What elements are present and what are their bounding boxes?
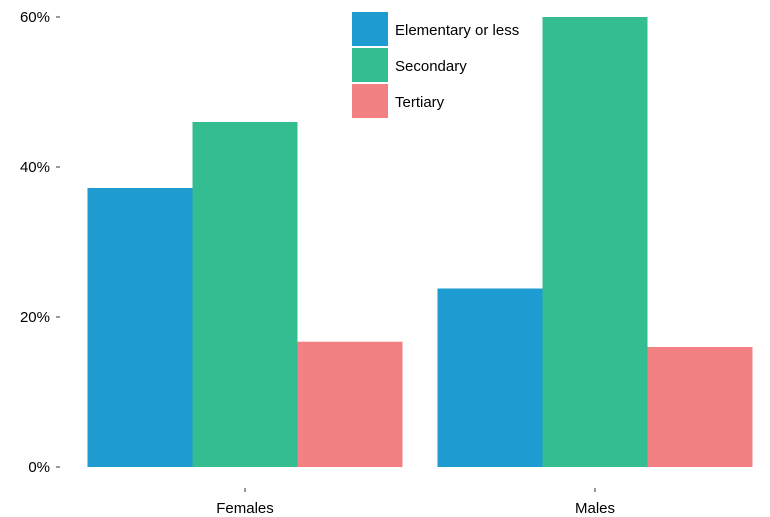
bar-females-0 <box>87 188 193 467</box>
y-tick-label: 20% <box>20 309 50 326</box>
y-tick-label: 40% <box>20 159 50 176</box>
x-axis: Females Males <box>216 488 615 517</box>
legend: Elementary or less Secondary Tertiary <box>352 12 519 118</box>
y-tick-label: 60% <box>20 9 50 26</box>
bar-males-2 <box>647 347 753 467</box>
legend-swatch <box>352 12 388 46</box>
legend-label: Secondary <box>395 58 467 75</box>
legend-swatch <box>352 48 388 82</box>
bar-males-0 <box>437 288 543 467</box>
y-axis: 0% 20% 40% 60% <box>20 9 60 476</box>
bar-females-2 <box>297 341 403 467</box>
x-tick-label: Males <box>575 500 615 517</box>
legend-label: Elementary or less <box>395 22 519 39</box>
legend-swatch <box>352 84 388 118</box>
bar-males-1 <box>542 17 648 467</box>
bar-females-1 <box>192 122 298 467</box>
legend-label: Tertiary <box>395 94 445 111</box>
bars <box>87 17 753 467</box>
x-tick-label: Females <box>216 500 274 517</box>
y-tick-label: 0% <box>28 459 50 476</box>
